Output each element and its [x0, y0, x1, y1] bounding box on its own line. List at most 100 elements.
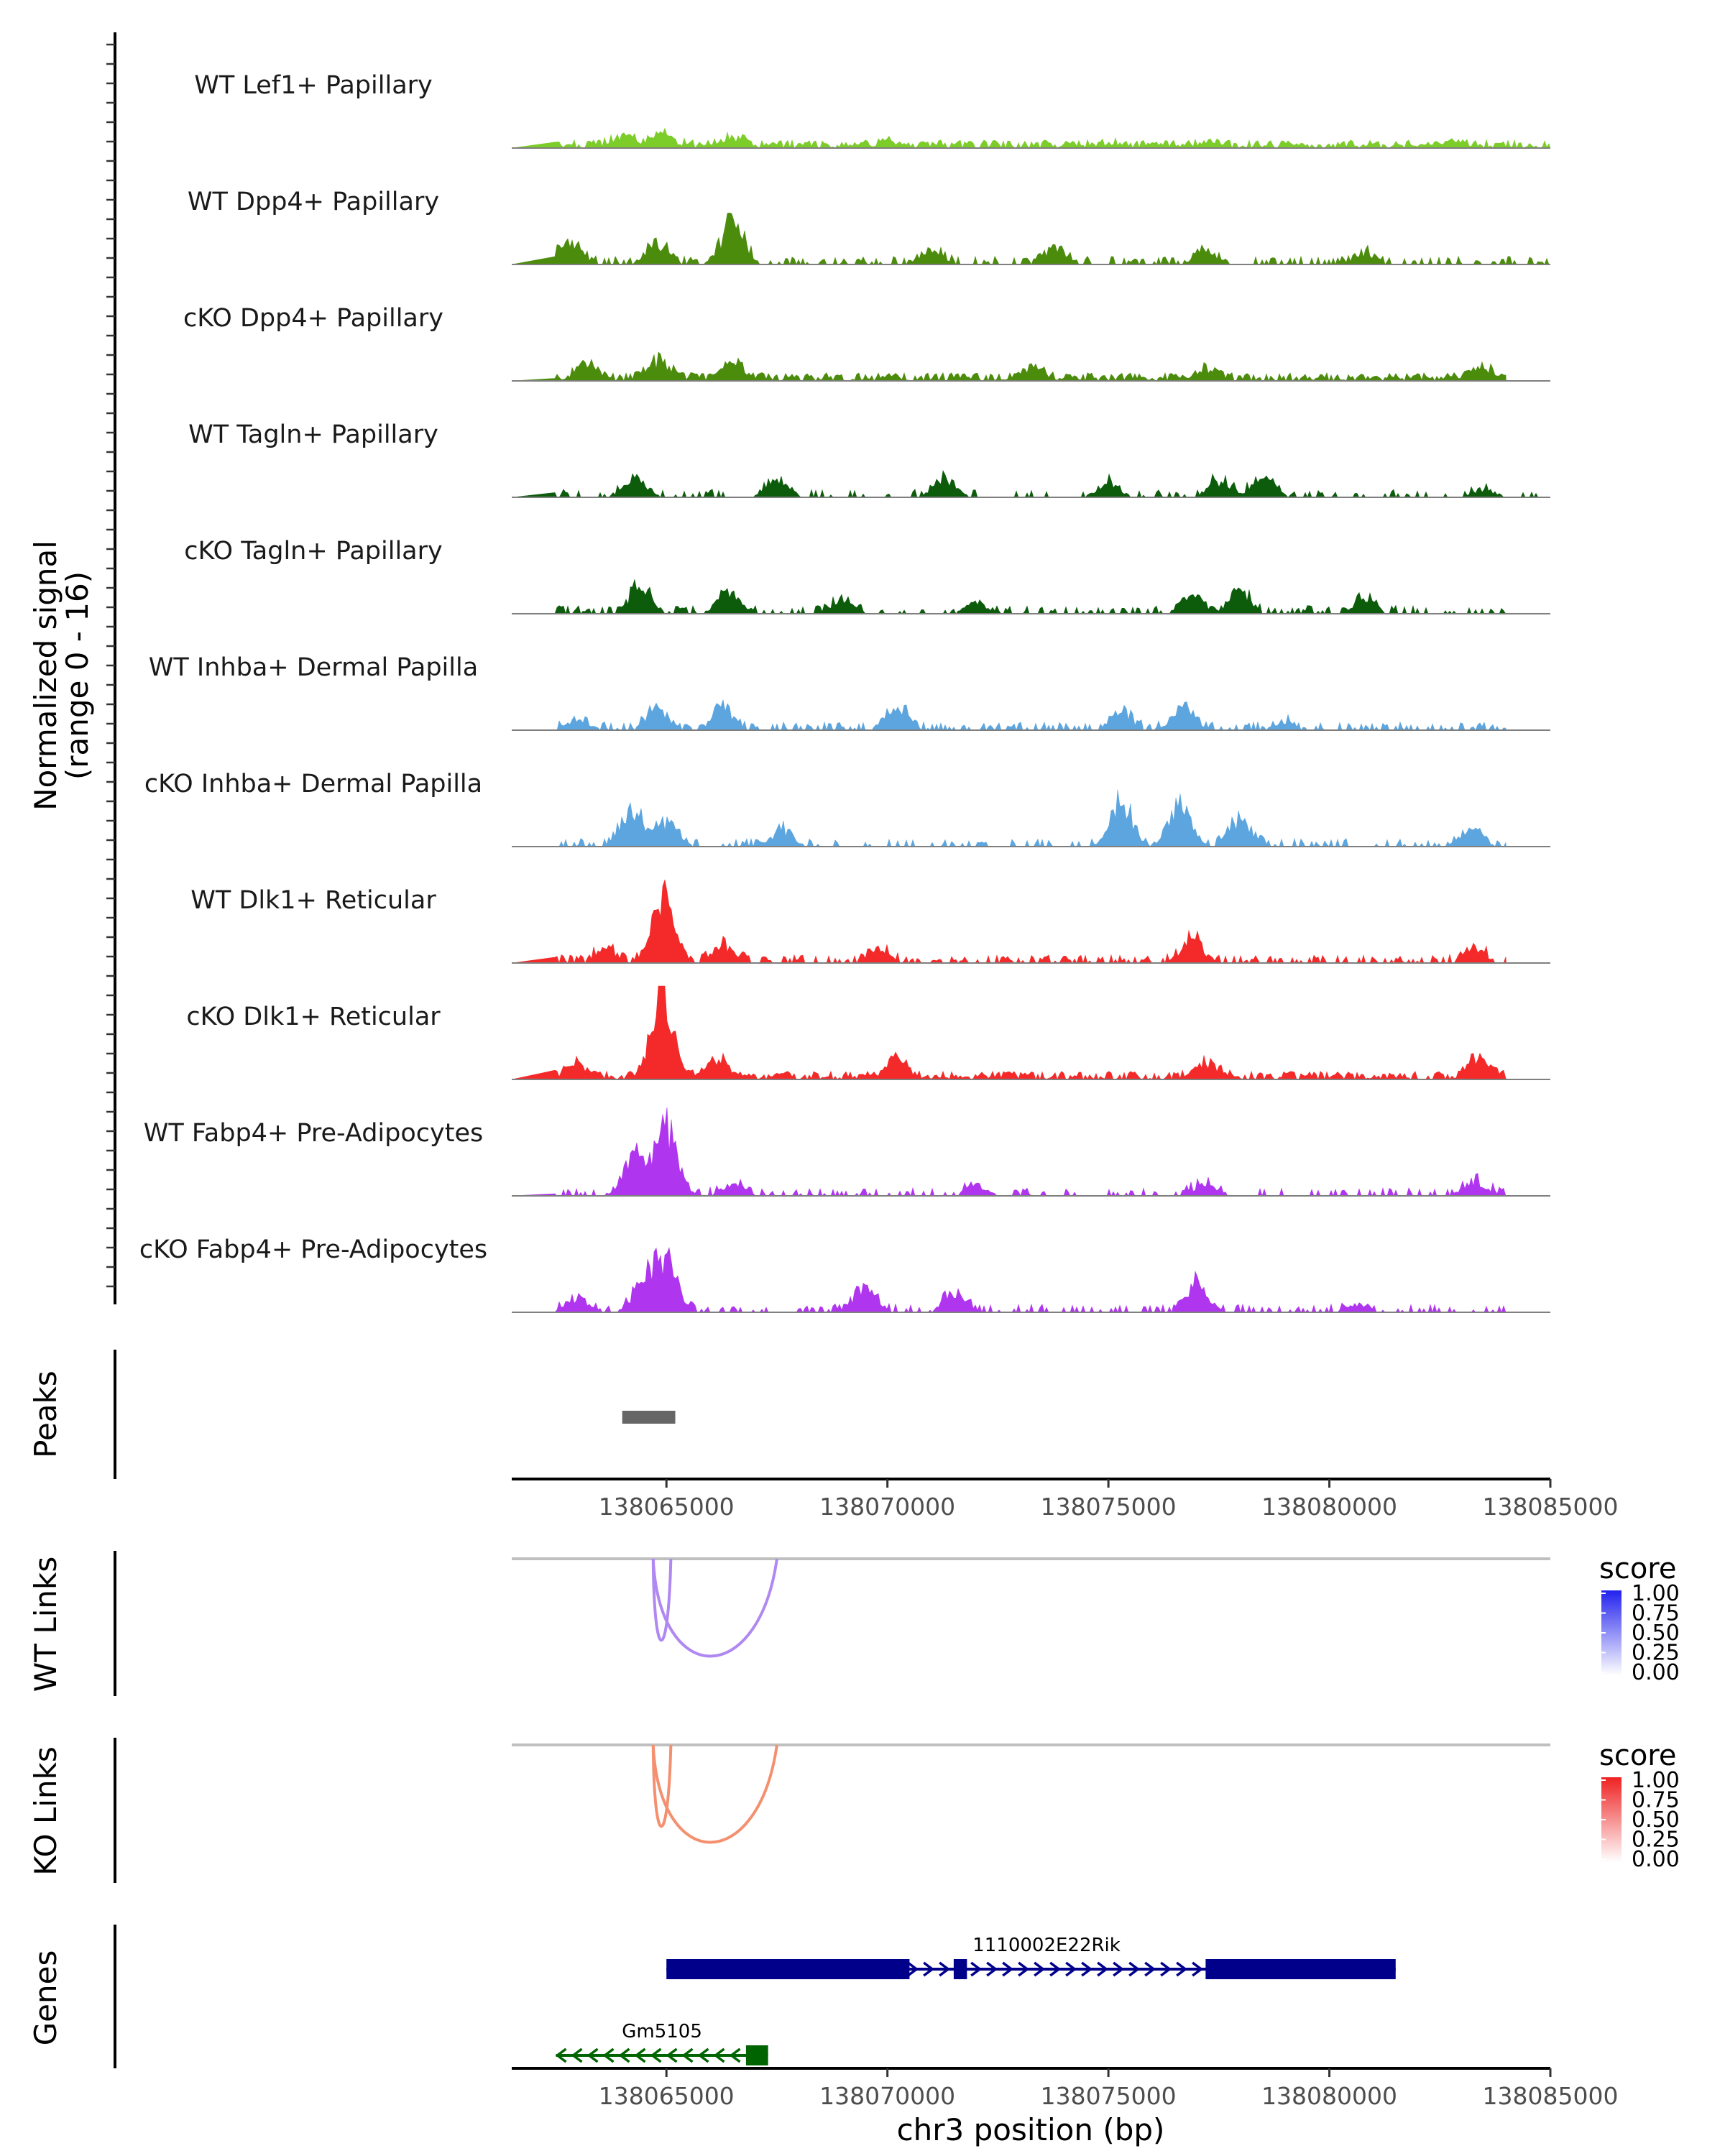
coverage-area — [512, 789, 1506, 848]
coverage-track: WT Dlk1+ Reticular — [190, 880, 1550, 964]
gene-exon — [1205, 1959, 1396, 1979]
wt-links-label: WT Links — [28, 1557, 63, 1692]
track-label: WT Inhba+ Dermal Papilla — [149, 653, 478, 682]
strand-arrow — [586, 2047, 599, 2063]
gene-exon — [666, 1959, 910, 1979]
coverage-track: WT Lef1+ Papillary — [194, 71, 1551, 149]
genes-panel: Genes 1110002E22Rik Gm5105 138065000 13807… — [28, 1925, 1618, 2147]
strand-arrow — [1081, 1961, 1093, 1977]
coverage-area — [512, 699, 1506, 732]
strand-arrow — [1065, 1961, 1077, 1977]
legend-title: score — [1599, 1739, 1676, 1772]
coverage-track: cKO Tagln+ Papillary — [184, 537, 1550, 615]
peaks-marks — [622, 1411, 676, 1424]
x-axis-title: chr3 position (bp) — [897, 2112, 1165, 2147]
gene-marks: 1110002E22Rik Gm5105 — [555, 1935, 1396, 2065]
x-tick-label: 138070000 — [819, 1493, 955, 1521]
strand-arrow — [697, 2047, 709, 2063]
genes-x-ticks: 138065000 138070000 138075000 138080000 1380… — [599, 2068, 1619, 2110]
coverage-y-ticks — [106, 43, 115, 1288]
coverage-y-title-line2: (range 0 - 16) — [60, 571, 95, 780]
legend-tick-label: 0.75 — [1632, 1601, 1680, 1626]
x-tick-label: 138075000 — [1041, 2082, 1177, 2110]
coverage-area — [511, 1107, 1506, 1197]
strand-arrow — [1097, 1961, 1109, 1977]
coverage-track: cKO Inhba+ Dermal Papilla — [144, 770, 1550, 848]
legend-tick-label: 0.25 — [1632, 1641, 1680, 1666]
legend-title: score — [1599, 1552, 1676, 1585]
coverage-y-title-line1: Normalized signal — [28, 540, 63, 811]
strand-arrow — [1049, 1961, 1062, 1977]
x-tick-label: 138070000 — [819, 2082, 955, 2110]
legend-tick-label: 0.25 — [1632, 1828, 1680, 1853]
peak-interval — [622, 1411, 676, 1424]
legend-tick-label: 0.50 — [1632, 1621, 1680, 1646]
coverage-area — [511, 985, 1506, 1080]
coverage-track: WT Inhba+ Dermal Papilla — [149, 653, 1550, 732]
legend-tick-label: 0.50 — [1632, 1807, 1680, 1833]
gene-exon — [953, 1959, 967, 1979]
gene-name: 1110002E22Rik — [972, 1935, 1121, 1956]
coverage-area — [511, 212, 1550, 266]
ko-links-label: KO Links — [28, 1746, 63, 1876]
strand-arrow — [939, 1961, 951, 1977]
strand-arrow — [1113, 1961, 1125, 1977]
coverage-tracks: WT Lef1+ Papillary WT Dpp4+ Papillary cKO … — [139, 71, 1551, 1314]
strand-arrow — [618, 2047, 630, 2063]
peaks-x-ticks: 138065000 138070000 138075000 138080000 1380… — [599, 1479, 1619, 1521]
legend-tick-label: 0.00 — [1632, 1660, 1680, 1685]
legend-tick-label: 1.00 — [1632, 1581, 1680, 1606]
strand-arrow — [650, 2047, 662, 2063]
gene-exon — [745, 2045, 768, 2065]
track-label: WT Fabp4+ Pre-Adipocytes — [144, 1119, 483, 1148]
strand-arrow — [1192, 1961, 1204, 1977]
strand-arrow — [666, 2047, 678, 2063]
strand-arrow — [923, 1961, 935, 1977]
strand-arrow — [1002, 1961, 1014, 1977]
strand-arrow — [602, 2047, 615, 2063]
strand-arrow — [1160, 1961, 1172, 1977]
x-tick-label: 138080000 — [1261, 2082, 1397, 2110]
strand-arrow — [907, 1961, 919, 1977]
coverage-area — [511, 351, 1506, 382]
link-arc — [651, 1744, 673, 1828]
track-label: cKO Fabp4+ Pre-Adipocytes — [139, 1235, 487, 1264]
track-label: WT Dlk1+ Reticular — [190, 886, 436, 915]
strand-arrow — [729, 2047, 741, 2063]
coverage-track: WT Tagln+ Papillary — [188, 420, 1550, 499]
strand-arrow — [571, 2047, 583, 2063]
ko-links-arcs — [651, 1744, 778, 1844]
strand-arrow — [986, 1961, 998, 1977]
coverage-track: WT Dpp4+ Papillary — [188, 188, 1550, 266]
coverage-track: cKO Dlk1+ Reticular — [186, 985, 1550, 1080]
link-arc — [651, 1558, 673, 1642]
track-label: cKO Dpp4+ Papillary — [183, 304, 443, 333]
gene-model: Gm5105 — [555, 2021, 768, 2065]
coverage-area — [512, 1247, 1506, 1314]
strand-arrow — [681, 2047, 694, 2063]
gene-name: Gm5105 — [622, 2021, 702, 2042]
strand-arrow — [970, 1961, 983, 1977]
coverage-area — [511, 880, 1506, 964]
x-tick-label: 138065000 — [599, 2082, 735, 2110]
strand-arrow — [634, 2047, 646, 2063]
coverage-track: cKO Dpp4+ Papillary — [183, 304, 1550, 382]
peaks-panel: Peaks 138065000 138070000 138075000 1380800… — [28, 1350, 1618, 1521]
strand-arrow — [1034, 1961, 1046, 1977]
link-arc — [651, 1558, 778, 1658]
x-tick-label: 138085000 — [1483, 1493, 1619, 1521]
track-label: WT Lef1+ Papillary — [194, 71, 433, 100]
legend-tick-label: 1.00 — [1632, 1768, 1680, 1793]
coverage-panel: Normalized signal (range 0 - 16) WT Lef1… — [28, 32, 1551, 1314]
strand-arrow — [1144, 1961, 1156, 1977]
x-tick-label: 138085000 — [1483, 2082, 1619, 2110]
track-label: cKO Dlk1+ Reticular — [186, 1003, 441, 1031]
track-label: WT Tagln+ Papillary — [188, 420, 438, 449]
x-tick-label: 138080000 — [1261, 1493, 1397, 1521]
strand-arrow — [713, 2047, 725, 2063]
wt-links-arcs — [651, 1558, 778, 1658]
coverage-area — [512, 579, 1506, 615]
